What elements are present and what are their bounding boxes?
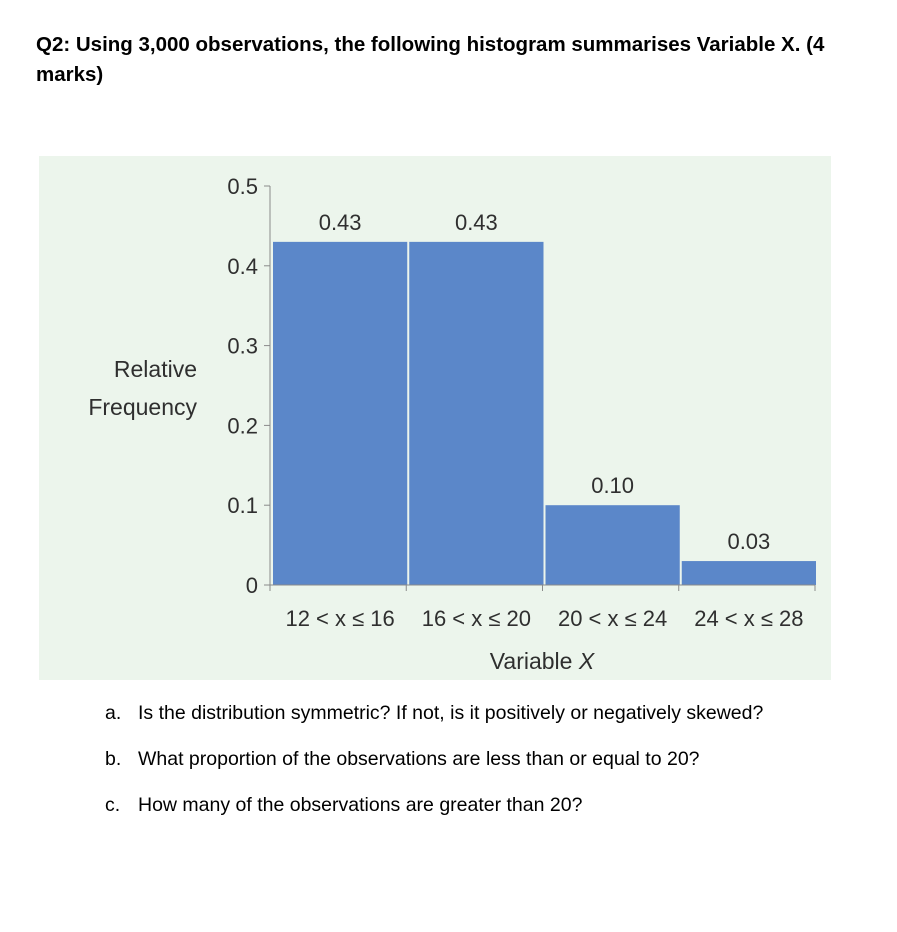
x-tick-label: 16 < x ≤ 20 [422,606,531,631]
y-tick-label: 0.5 [227,174,258,199]
y-axis-title-line: Relative [114,356,197,382]
histogram-bar [681,561,816,585]
bar-value-label: 0.43 [319,210,362,235]
histogram-bar [273,241,408,586]
histogram-bar [545,505,680,585]
x-axis-title-variable: X [578,648,596,674]
part-b: b. What proportion of the observations a… [105,744,865,774]
part-text: What proportion of the observations are … [138,748,700,770]
y-tick-label: 0 [246,573,258,598]
part-text: How many of the observations are greater… [138,794,583,816]
part-letter: b. [105,748,122,770]
part-c: c. How many of the observations are grea… [105,790,865,820]
question-parts: a. Is the distribution symmetric? If not… [105,698,865,836]
histogram-bar [409,241,544,586]
histogram-figure: 0.43 12 < x ≤ 16 0.43 16 < x ≤ 20 0.10 20 < x… [39,156,831,680]
part-letter: a. [105,702,122,724]
bar-value-label: 0.10 [591,473,634,498]
x-axis-title-text: Variable [490,648,579,674]
x-tick-label: 20 < x ≤ 24 [558,606,667,631]
y-tick-label: 0.4 [227,254,258,279]
bar-value-label: 0.03 [727,529,770,554]
part-a: a. Is the distribution symmetric? If not… [105,698,865,728]
x-axis-title: Variable X [490,648,596,674]
part-text: Is the distribution symmetric? If not, i… [138,702,764,724]
y-tick-label: 0.3 [227,334,258,359]
question-heading: Q2: Using 3,000 observations, the follow… [36,33,825,86]
x-tick-label: 24 < x ≤ 28 [694,606,803,631]
part-letter: c. [105,794,121,816]
y-tick-label: 0.2 [227,413,258,438]
y-axis-title-line: Frequency [88,394,197,420]
bar-value-label: 0.43 [455,210,498,235]
x-tick-label: 12 < x ≤ 16 [285,606,394,631]
y-tick-label: 0.1 [227,493,258,518]
